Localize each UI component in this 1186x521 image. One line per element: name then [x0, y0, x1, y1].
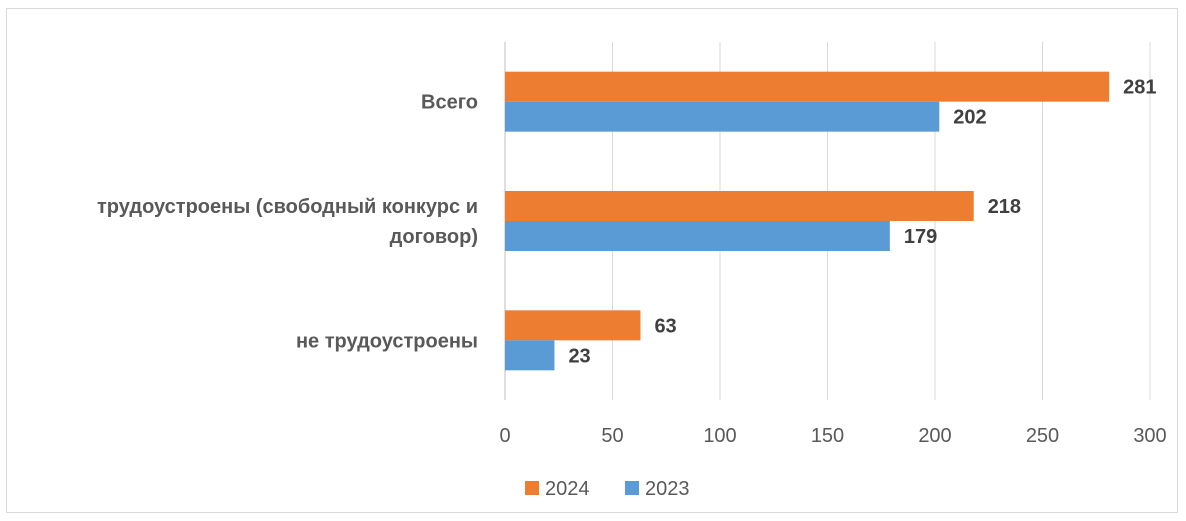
x-tick-label-4: 200 [918, 425, 951, 447]
legend-swatch-2024 [525, 481, 539, 495]
data-label-2023-2: 23 [568, 345, 590, 367]
category-label-1-line-1: договор) [390, 226, 478, 248]
category-label-1-line-0: трудоустроены (свободный конкурс и [97, 196, 478, 218]
bar-2023-1 [505, 221, 890, 251]
bar-2023-0 [505, 101, 940, 132]
x-tick-label-6: 300 [1133, 425, 1166, 447]
x-tick-label-3: 150 [811, 425, 844, 447]
data-label-2024-0: 281 [1123, 77, 1156, 99]
legend-label-2024: 2024 [545, 478, 590, 500]
legend-swatch-2023 [625, 481, 639, 495]
x-tick-label-0: 0 [499, 425, 510, 447]
bar-2024-0 [505, 71, 1110, 102]
category-label-2: не трудоустроены [296, 330, 478, 352]
bar-2024-1 [505, 191, 974, 221]
legend-label-2023: 2023 [645, 478, 690, 500]
data-label-2024-2: 63 [654, 315, 676, 337]
data-label-2023-1: 179 [904, 226, 937, 248]
x-tick-label-5: 250 [1026, 425, 1059, 447]
bar-2024-2 [505, 310, 641, 341]
data-label-2023-0: 202 [953, 107, 986, 129]
x-tick-label-2: 100 [703, 425, 736, 447]
bar-2023-2 [505, 340, 555, 371]
data-label-2024-1: 218 [988, 196, 1021, 218]
x-tick-label-1: 50 [601, 425, 623, 447]
category-label-0: Всего [421, 92, 478, 114]
